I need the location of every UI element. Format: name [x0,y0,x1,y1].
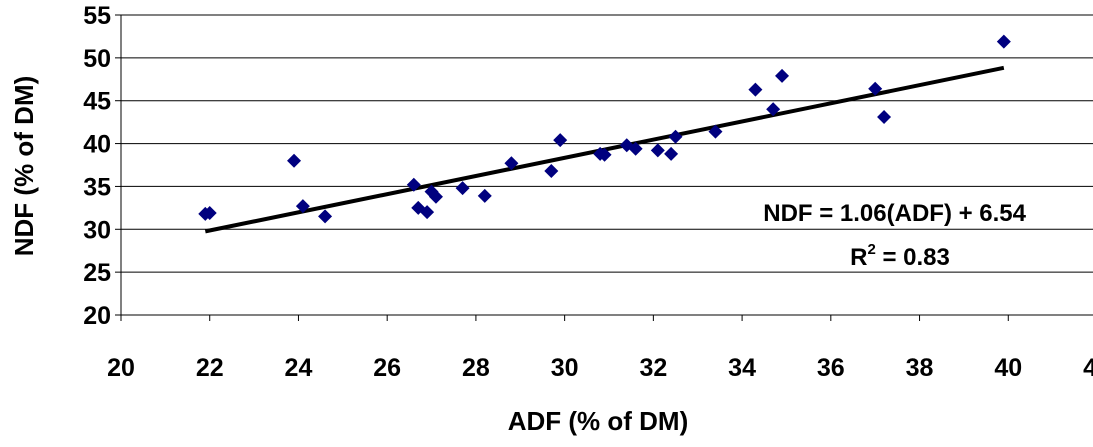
data-point-14 [544,164,559,178]
x-tick-label-32: 32 [639,354,667,382]
x-tick-label-22: 22 [196,354,224,382]
data-point-4 [295,199,310,214]
data-point-26 [775,68,790,83]
data-point-6 [406,177,421,192]
data-point-12 [477,188,492,203]
data-point-11 [455,181,470,196]
trendline-equation: NDF = 1.06(ADF) + 6.54 [763,200,1026,227]
y-tick-label-20: 20 [83,302,111,330]
x-tick-label-26: 26 [373,354,401,382]
x-tick-label-20: 20 [107,354,135,382]
data-point-25 [766,102,781,117]
x-tick-label-30: 30 [551,354,579,382]
data-point-15 [553,133,568,148]
y-tick-label-45: 45 [83,88,111,116]
data-point-21 [664,146,679,161]
y-tick-label-40: 40 [83,131,111,159]
y-axis-title: NDF (% of DM) [9,76,39,257]
x-tick-label-36: 36 [817,354,845,382]
r-squared-value: = 0.83 [876,244,950,271]
y-tick-labels: 20 25 30 35 40 45 50 55 [83,2,111,330]
data-point-3 [287,153,302,168]
data-point-8 [420,205,435,220]
data-point-29 [996,34,1011,49]
data-point-23 [708,124,723,139]
x-tick-label-28: 28 [462,354,490,382]
data-points [198,34,1011,224]
x-axis-title: ADF (% of DM) [508,406,689,436]
y-tick-label-30: 30 [83,216,111,244]
data-point-22 [668,129,683,144]
x-tick-label-38: 38 [906,354,934,382]
data-point-10 [428,189,443,204]
gridlines [121,14,1093,273]
r-squared-superscript: 2 [867,241,875,258]
axes [115,14,1093,321]
data-point-24 [748,82,763,97]
data-point-19 [628,141,643,156]
r-squared-label: R2 = 0.83 [850,241,950,271]
x-tick-label-42: 42 [1083,354,1093,382]
data-point-13 [504,156,519,171]
data-point-20 [650,143,665,158]
data-point-17 [597,147,612,162]
y-tick-label-55: 55 [83,2,111,30]
data-point-28 [877,110,892,124]
x-tick-label-34: 34 [728,354,756,382]
y-tick-label-35: 35 [83,173,111,201]
y-tick-label-50: 50 [83,45,111,73]
x-tick-labels: 20 22 24 26 28 30 32 34 36 38 40 42 [107,354,1093,382]
x-tick-label-40: 40 [994,354,1022,382]
data-point-5 [318,209,333,224]
y-tick-label-25: 25 [83,259,111,287]
r-squared-prefix: R [850,244,867,271]
data-point-2 [202,206,217,220]
data-point-27 [868,81,883,96]
x-tick-label-24: 24 [285,354,313,382]
